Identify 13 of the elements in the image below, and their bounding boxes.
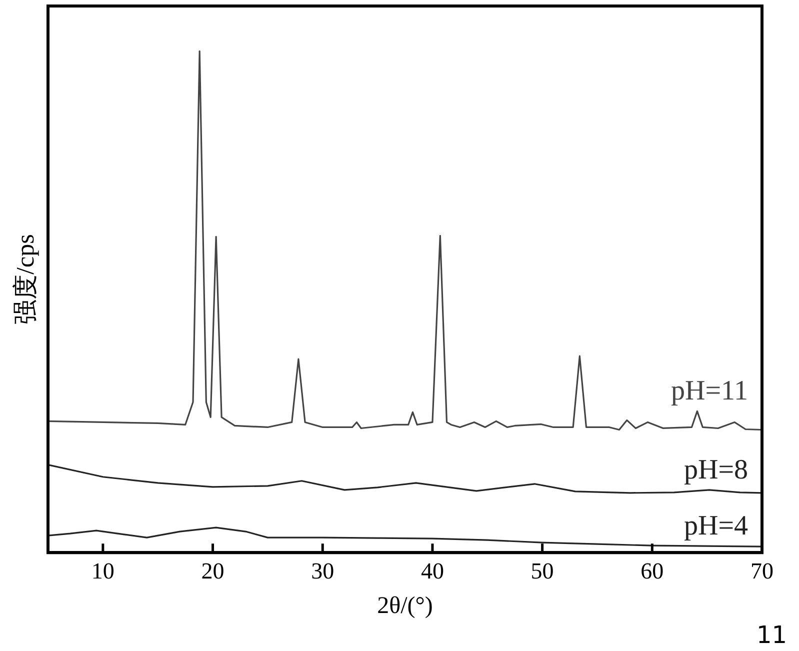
x-tick-label: 10: [91, 558, 114, 584]
series-label: pH=8: [684, 454, 748, 486]
x-tick-label: 60: [640, 558, 664, 584]
x-tick-label: 30: [311, 558, 334, 584]
series-label: pH=4: [684, 510, 748, 542]
y-axis-title: 强度/cps: [12, 234, 40, 324]
x-tick-label: 70: [750, 558, 774, 584]
x-tick-label: 40: [420, 558, 444, 584]
x-tick-label: 50: [530, 558, 554, 584]
x-tick-label: 20: [201, 558, 224, 584]
series-label: pH=11: [671, 376, 748, 407]
x-axis-title: 2θ/(°): [377, 592, 433, 619]
text: 11: [756, 621, 787, 649]
